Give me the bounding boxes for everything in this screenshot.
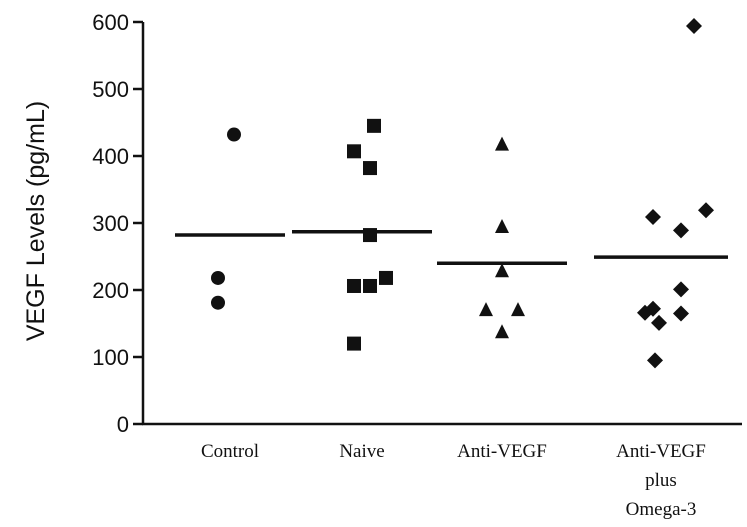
data-point-square: [367, 118, 381, 133]
axis-labels: 0 100 200 300 400 500 600 VEGF Levels (pg/mL) Co…: [22, 10, 706, 520]
y-tick-label: 300: [92, 211, 129, 236]
y-tick-label: 100: [92, 345, 129, 370]
data-marks: [175, 18, 728, 369]
data-point-triangle: [495, 136, 509, 151]
x-tick-label: Control: [201, 441, 259, 462]
data-point-triangle: [511, 302, 525, 317]
data-point-square: [363, 278, 377, 293]
data-point-diamond: [647, 352, 663, 369]
data-point-diamond: [645, 208, 661, 225]
x-tick-label: plus: [645, 470, 677, 491]
data-point-diamond: [698, 202, 714, 219]
data-point-square: [347, 336, 361, 351]
data-point-triangle: [495, 219, 509, 234]
y-tick-label: 400: [92, 144, 129, 169]
data-point-diamond: [673, 305, 689, 322]
data-point-square: [347, 144, 361, 159]
y-axis-label: VEGF Levels (pg/mL): [22, 101, 50, 341]
y-tick-label: 0: [117, 412, 129, 437]
data-point-square: [379, 270, 393, 285]
data-point-circle: [211, 270, 225, 285]
data-point-triangle: [479, 302, 493, 317]
x-tick-label: Anti-VEGF: [616, 441, 706, 462]
x-tick-label: Naive: [339, 441, 384, 462]
data-point-triangle: [495, 263, 509, 278]
x-tick-label: Anti-VEGF: [457, 441, 547, 462]
data-point-diamond: [637, 304, 653, 321]
x-tick-label: Omega-3: [626, 499, 697, 520]
axes: [133, 20, 742, 426]
data-point-diamond: [686, 18, 702, 35]
data-point-square: [363, 228, 377, 243]
data-point-circle: [227, 127, 241, 142]
y-tick-label: 200: [92, 278, 129, 303]
y-tick-label: 600: [92, 10, 129, 35]
data-point-square: [347, 278, 361, 293]
y-tick-label: 500: [92, 77, 129, 102]
data-point-diamond: [651, 314, 667, 331]
data-point-diamond: [673, 281, 689, 298]
data-point-square: [363, 161, 377, 176]
data-point-circle: [211, 295, 225, 310]
data-point-triangle: [495, 324, 509, 339]
data-point-diamond: [673, 222, 689, 239]
